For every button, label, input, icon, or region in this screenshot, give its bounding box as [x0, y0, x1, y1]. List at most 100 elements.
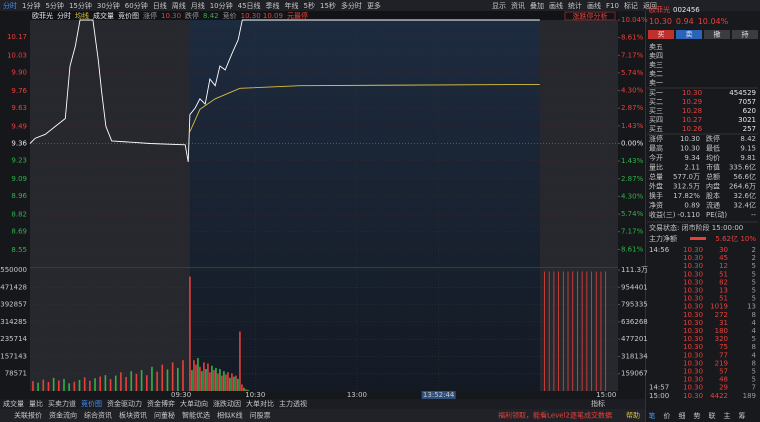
period-tab[interactable]: 季线: [266, 1, 280, 10]
indicator-tab[interactable]: 大单对比: [246, 399, 274, 408]
indicator-tab[interactable]: 竞价图: [81, 399, 102, 408]
stat-value: 32.6亿: [733, 191, 756, 200]
auction-area: [30, 20, 190, 391]
indicator-tab[interactable]: 买卖力道: [48, 399, 76, 408]
period-tab[interactable]: 5秒: [304, 1, 315, 10]
footer-link[interactable]: 综合资讯: [84, 411, 112, 420]
footer-link[interactable]: 相似K线: [217, 411, 243, 420]
stat-value: 9.15: [740, 145, 756, 153]
trade-button-bg[interactable]: [704, 30, 730, 39]
quote-price-line: 10.30 0.94 10.04%: [649, 17, 729, 26]
indicator-tabs: 成交量 量比 买卖力道 竞价图 资金驱动力 资金博弈 大单动向 涨跌动因 大单对比 主力透视: [3, 399, 307, 408]
trade-price: 10.30: [683, 303, 703, 311]
trade-price: 10.30: [683, 343, 703, 351]
panel-tab[interactable]: 联: [709, 411, 716, 420]
flow-bar: [690, 237, 706, 240]
y-tick-label: 9.63: [11, 104, 27, 112]
closing-area: [540, 20, 618, 391]
y2-tick-label: 10.04%: [621, 16, 648, 24]
period-tab[interactable]: 分时: [3, 1, 17, 10]
stat-label: 股本: [706, 191, 720, 200]
trade-button[interactable]: 持: [742, 30, 749, 39]
footer-link[interactable]: 问董秘: [154, 411, 175, 420]
period-tab[interactable]: 45日线: [238, 1, 261, 10]
stat-value: 32.4亿: [733, 201, 756, 210]
period-tab[interactable]: 多分时: [341, 1, 362, 10]
period-tab[interactable]: 年线: [285, 1, 299, 10]
panel-tab[interactable]: 笔: [649, 411, 656, 420]
chart-header: 欧菲光 分时 均线 成交量 竞价图 涨停 10.30 跌停 8.42 竞价 10.30 10.09 元…: [32, 11, 308, 20]
period-tab[interactable]: 60分钟: [125, 1, 148, 10]
panel-tab[interactable]: 价: [664, 412, 671, 420]
y2-tick-label: 1.43%: [621, 122, 644, 130]
period-tab[interactable]: 15秒: [320, 1, 336, 10]
period-tab[interactable]: 1分钟: [22, 1, 40, 10]
stat-label: 今开: [649, 153, 663, 162]
header-item: 元最停: [287, 11, 308, 20]
y2-tick-label: 5.74%: [621, 210, 644, 218]
y2-tick-label: 5.74%: [621, 69, 644, 77]
trade-button[interactable]: 卖: [686, 31, 693, 39]
footer-link[interactable]: 板块资讯: [119, 411, 147, 420]
footer-link[interactable]: 智能优选: [182, 411, 210, 420]
trade-button-bg[interactable]: [676, 30, 702, 39]
bid-label: 买一: [649, 89, 663, 97]
stat-label: 涨停: [649, 134, 663, 143]
vol-y2-tick-label: 159067: [621, 370, 648, 378]
vol-tick-label: 78571: [5, 370, 27, 378]
period-tab[interactable]: 日线: [153, 1, 167, 10]
footer-promo: 福利领取，能看Level2逐笔成交数据: [498, 411, 612, 420]
toolbar-periods: 分时 1分钟 5分钟 15分钟 30分钟 60分钟 日线 周线 月线 10分钟 45日线 季线 年线 5秒…: [3, 1, 381, 10]
period-tab[interactable]: 周线: [172, 1, 186, 10]
footer-link[interactable]: 问股票: [250, 412, 271, 420]
footer-link[interactable]: 关联报价: [14, 411, 42, 420]
indicator-tab[interactable]: 涨跌动因: [213, 399, 241, 408]
panel-tab[interactable]: 筹: [739, 411, 746, 420]
period-tab[interactable]: 10分钟: [210, 1, 233, 10]
trade-button[interactable]: 买: [658, 31, 665, 39]
bid-price: 10.27: [682, 116, 702, 124]
y-tick-label: 9.49: [11, 122, 27, 130]
bid-label: 买三: [649, 107, 663, 115]
bid-price: 10.29: [682, 98, 702, 106]
period-tab[interactable]: 30分钟: [97, 1, 120, 10]
trade-count: 5: [752, 278, 756, 286]
period-tab[interactable]: 5分钟: [45, 1, 63, 10]
stat-value: 264.6万: [729, 183, 756, 191]
indicator-tab[interactable]: 成交量: [3, 399, 24, 408]
stat-label: 内盘: [706, 182, 720, 191]
period-tab[interactable]: 15分钟: [69, 1, 92, 10]
panel-tab[interactable]: 主: [724, 411, 731, 420]
stat-value: 335.6亿: [729, 163, 756, 172]
panel-tab[interactable]: 势: [694, 411, 701, 420]
trade-volume: 77: [719, 351, 728, 359]
indicator-tab[interactable]: 资金博弈: [147, 399, 175, 408]
stat-label: 最低: [706, 144, 720, 153]
indicator-tab[interactable]: 大单动向: [180, 399, 208, 408]
trade-time: 14:57: [649, 384, 669, 392]
period-tab[interactable]: 更多: [367, 1, 381, 10]
vol-y2-tick-label: 954401: [621, 283, 648, 291]
footer-link[interactable]: 资金流向: [49, 411, 77, 420]
trade-volume: 29: [719, 384, 728, 392]
indicator-tab[interactable]: 量比: [29, 399, 43, 408]
trade-volume: 51: [719, 270, 728, 278]
tool-button: 资讯: [511, 1, 525, 10]
indicator-tab[interactable]: 主力透视: [279, 399, 307, 408]
indicator-tab[interactable]: 资金驱动力: [107, 399, 142, 408]
trade-price: 10.30: [683, 311, 703, 319]
trade-count: 5: [752, 335, 756, 343]
trade-button[interactable]: 撤: [714, 30, 721, 39]
trade-price: 10.30: [683, 335, 703, 343]
trade-button-bg[interactable]: [732, 30, 758, 39]
trade-count: 8: [752, 311, 756, 319]
trade-price: 10.30: [683, 270, 703, 278]
trade-button-bg[interactable]: [648, 30, 674, 39]
tool-button: 统计: [568, 1, 582, 10]
panel-tab[interactable]: 细: [679, 411, 686, 420]
toolbar-bg: [0, 0, 760, 11]
y2-tick-label: 2.87%: [621, 104, 644, 112]
trade-volume: 45: [719, 254, 728, 262]
period-tab[interactable]: 月线: [191, 1, 205, 10]
stat-label: PE(动): [706, 210, 727, 219]
